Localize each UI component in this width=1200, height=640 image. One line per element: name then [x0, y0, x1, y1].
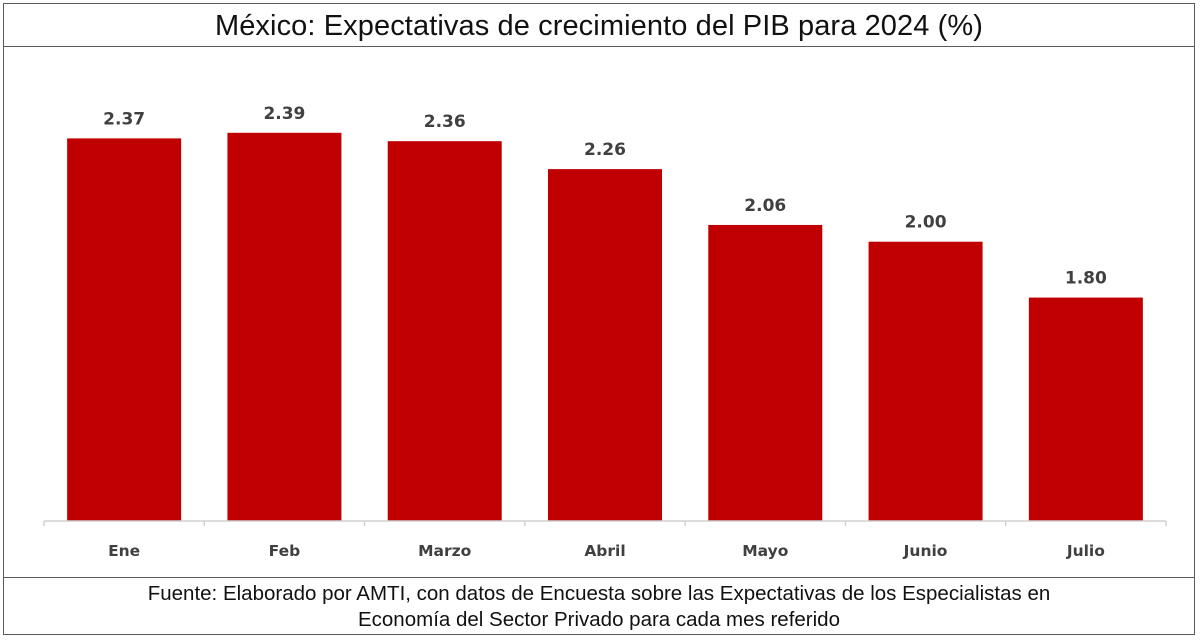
- bar-chart: 2.37 2.39 2.36 2.26 2.06 2.00 1.80 Ene Feb Marzo…: [43, 104, 1167, 560]
- title-bar: México: Expectativas de crecimiento del …: [4, 4, 1194, 47]
- bars-group: [67, 132, 1143, 521]
- x-axis-ticks: [43, 521, 1167, 526]
- bar-ene: [67, 138, 182, 521]
- category-label: Ene: [108, 542, 140, 560]
- category-label: Mayo: [742, 542, 788, 560]
- value-label: 2.37: [103, 109, 145, 129]
- bar-marzo: [387, 141, 502, 521]
- category-label: Abril: [584, 542, 625, 560]
- value-label: 2.36: [424, 112, 466, 132]
- category-label: Julio: [1066, 542, 1105, 560]
- category-labels-group: Ene Feb Marzo Abril Mayo Junio Julio: [108, 542, 1105, 560]
- source-line-2: Economía del Sector Privado para cada me…: [357, 608, 840, 631]
- chart-frame: México: Expectativas de crecimiento del …: [3, 3, 1195, 635]
- category-label: Junio: [903, 542, 948, 560]
- value-label: 2.00: [905, 213, 947, 233]
- bar-mayo: [708, 224, 823, 521]
- plot-area: 2.37 2.39 2.36 2.26 2.06 2.00 1.80 Ene Feb Marzo…: [4, 47, 1194, 577]
- category-label: Feb: [269, 542, 301, 560]
- value-label: 2.06: [744, 196, 786, 216]
- category-label: Marzo: [418, 542, 471, 560]
- value-label: 2.26: [584, 140, 626, 160]
- bar-julio: [1028, 297, 1143, 521]
- chart-title: México: Expectativas de crecimiento del …: [214, 9, 984, 42]
- value-label: 2.39: [263, 104, 305, 124]
- source-line-1: Fuente: Elaborado por AMTI, con datos de…: [147, 582, 1051, 605]
- value-label: 1.80: [1065, 269, 1107, 289]
- value-labels-group: 2.37 2.39 2.36 2.26 2.06 2.00 1.80: [103, 104, 1107, 289]
- source-note: Fuente: Elaborado por AMTI, con datos de…: [4, 577, 1194, 636]
- bar-junio: [868, 241, 983, 521]
- bar-abril: [548, 169, 662, 521]
- bar-feb: [227, 132, 342, 521]
